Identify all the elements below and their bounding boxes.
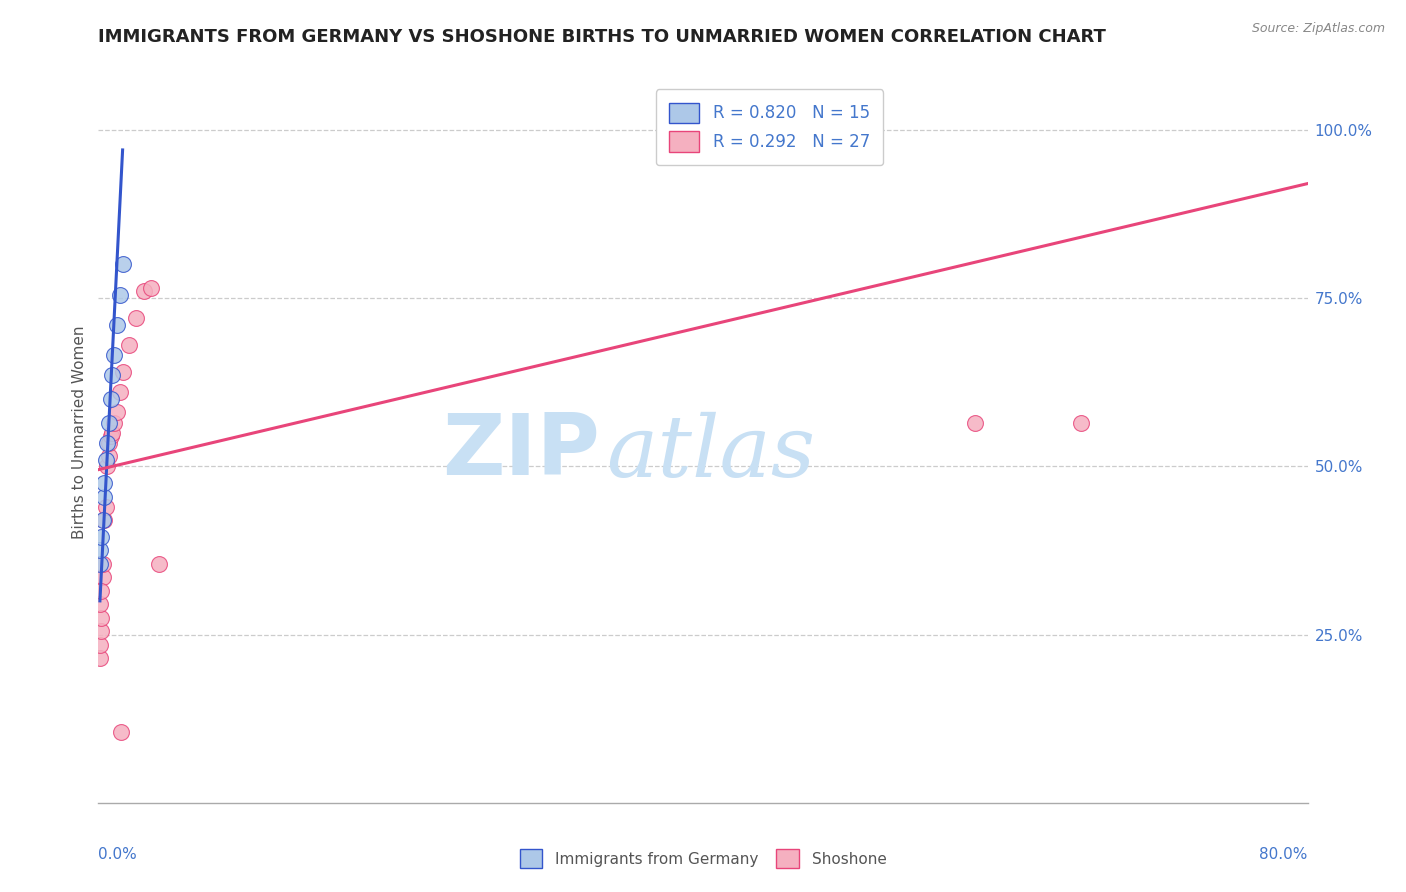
Legend: R = 0.820   N = 15, R = 0.292   N = 27: R = 0.820 N = 15, R = 0.292 N = 27 bbox=[655, 89, 883, 165]
Point bbox=[93, 490, 115, 504]
Point bbox=[141, 281, 163, 295]
Point bbox=[91, 513, 114, 527]
Point bbox=[105, 318, 128, 332]
Text: 80.0%: 80.0% bbox=[1260, 847, 1308, 863]
Point bbox=[118, 338, 141, 352]
Point bbox=[91, 557, 114, 571]
Point bbox=[98, 435, 121, 450]
Point bbox=[96, 435, 118, 450]
Point bbox=[98, 449, 121, 463]
Point bbox=[100, 429, 122, 443]
Point bbox=[1070, 416, 1092, 430]
Point bbox=[105, 405, 128, 419]
Point bbox=[89, 638, 111, 652]
Point bbox=[965, 416, 987, 430]
Point bbox=[94, 452, 117, 467]
Point bbox=[103, 416, 125, 430]
Point bbox=[98, 416, 121, 430]
Text: IMMIGRANTS FROM GERMANY VS SHOSHONE BIRTHS TO UNMARRIED WOMEN CORRELATION CHART: IMMIGRANTS FROM GERMANY VS SHOSHONE BIRT… bbox=[98, 28, 1107, 45]
Text: Source: ZipAtlas.com: Source: ZipAtlas.com bbox=[1251, 22, 1385, 36]
Point bbox=[100, 392, 122, 406]
Point bbox=[94, 500, 117, 514]
Point bbox=[103, 348, 125, 362]
Point bbox=[90, 583, 112, 598]
Point bbox=[101, 368, 124, 383]
Point bbox=[96, 459, 118, 474]
Point bbox=[101, 425, 124, 440]
Point bbox=[93, 513, 115, 527]
Legend: Immigrants from Germany, Shoshone: Immigrants from Germany, Shoshone bbox=[512, 841, 894, 875]
Text: ZIP: ZIP bbox=[443, 409, 600, 492]
Point bbox=[93, 476, 115, 491]
Point bbox=[90, 624, 112, 639]
Point bbox=[125, 311, 148, 326]
Point bbox=[89, 543, 111, 558]
Point bbox=[110, 725, 132, 739]
Point bbox=[89, 651, 111, 665]
Point bbox=[89, 557, 111, 571]
Point bbox=[108, 287, 131, 301]
Point bbox=[111, 365, 134, 379]
Point bbox=[90, 530, 112, 544]
Point bbox=[90, 610, 112, 624]
Y-axis label: Births to Unmarried Women: Births to Unmarried Women bbox=[72, 326, 87, 540]
Point bbox=[111, 257, 134, 271]
Point bbox=[89, 597, 111, 611]
Text: atlas: atlas bbox=[606, 412, 815, 495]
Point bbox=[148, 557, 170, 571]
Point bbox=[91, 570, 114, 584]
Text: 0.0%: 0.0% bbox=[98, 847, 138, 863]
Point bbox=[132, 285, 155, 299]
Point bbox=[108, 385, 131, 400]
